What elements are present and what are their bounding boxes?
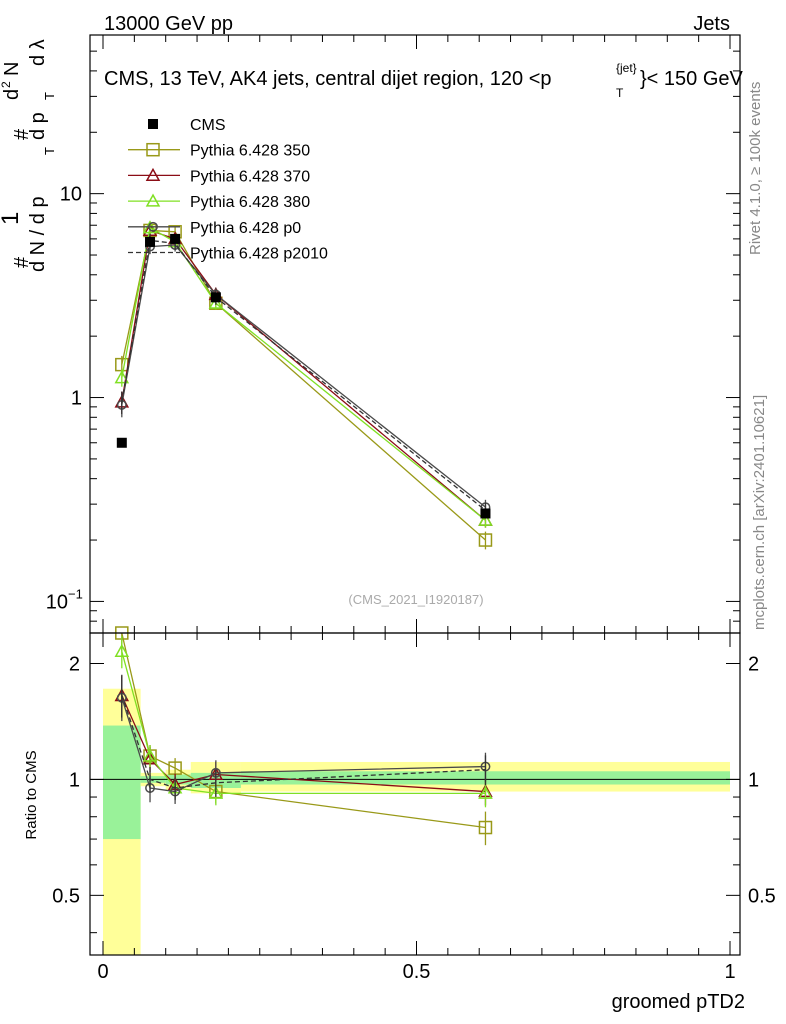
y-axis-label: # 1 d N / d p T # d p T d 2 N d λ [0, 39, 57, 272]
analysis-watermark: (CMS_2021_I1920187) [348, 592, 483, 607]
title-main: CMS, 13 TeV, AK4 jets, central dijet reg… [104, 68, 552, 90]
cms-data-point [116, 437, 127, 448]
series-line-main [121, 226, 486, 521]
legend-label-4: Pythia 6.428 p0 [190, 220, 301, 237]
cms-data-point [145, 236, 156, 247]
y-label-two: 2 [0, 81, 13, 88]
series-line-main [121, 239, 486, 511]
ratio-point [142, 748, 158, 762]
y-label-d: d [1, 89, 23, 100]
y-label-dndpt: d N / d p [27, 196, 49, 272]
legend-label-2: Pythia 6.428 370 [190, 168, 310, 185]
series-line-main [121, 229, 486, 541]
legend: CMS Pythia 6.428 350 Pythia 6.428 370 Pythi… [128, 117, 328, 263]
plot-frames [89, 34, 741, 956]
legend-label-5: Pythia 6.428 p2010 [190, 246, 328, 263]
ratio-y-tick-label: 2 [69, 653, 80, 675]
y-label-one: 1 [0, 212, 24, 225]
legend-marker-1 [146, 142, 160, 157]
legend-label-3: Pythia 6.428 380 [190, 194, 310, 211]
y-label-dpt: d p [27, 112, 49, 140]
main-y-tick-label: 10 [60, 184, 82, 206]
legend-label-1: Pythia 6.428 350 [190, 143, 310, 160]
series-point [114, 370, 130, 384]
series-point [478, 533, 493, 547]
legend-marker-4 [148, 221, 158, 232]
main-y-tick-label: 10 [46, 591, 68, 613]
cms-data-point [210, 292, 221, 303]
ratio-band-inner [103, 725, 141, 840]
legend-marker-2 [145, 167, 161, 181]
legend-label-0: CMS [190, 117, 226, 134]
mcplots-reference-label: mcplots.cern.ch [arXiv:2401.10621] [751, 395, 768, 630]
cms-data-point [480, 508, 491, 519]
y-label-dlambda: d λ [27, 39, 49, 66]
rivet-version-label: Rivet 4.1.0, ≥ 100k events [747, 82, 764, 255]
title-subscript: T [616, 86, 624, 100]
x-axis-label: groomed pTD2 [612, 991, 745, 1013]
x-tick-label: 1 [724, 961, 735, 983]
header-left: 13000 GeV pp [104, 13, 233, 35]
x-tick-label: 0 [97, 961, 108, 983]
ratio-point [478, 785, 493, 799]
cms-data-point [170, 233, 181, 244]
ratio-axis-label: Ratio to CMS [23, 750, 40, 839]
series-point [478, 512, 493, 526]
y-label-hash-1: # [11, 256, 33, 268]
main-y-tick-label: 1 [71, 388, 82, 410]
title-superscript: {jet} [616, 61, 637, 75]
legend-marker-3 [145, 193, 161, 207]
ratio-point [114, 643, 130, 657]
legend-marker-0 [148, 119, 158, 129]
ratio-point [478, 820, 493, 835]
ratio-uncertainty-bands [90, 688, 740, 955]
y-label-hash-2: # [11, 128, 33, 140]
y-label-t-1: T [42, 147, 57, 155]
header-right: Jets [693, 13, 730, 35]
ratio-y-tick-label-right: 1 [748, 769, 759, 791]
plot-title: CMS, 13 TeV, AK4 jets, central dijet reg… [104, 61, 744, 100]
main-panel-frame [89, 34, 741, 634]
ratio-y-tick-label: 0.5 [52, 885, 80, 907]
ratio-y-tick-label-right: 2 [748, 653, 759, 675]
series-point [208, 295, 224, 309]
data-series [114, 220, 493, 846]
main-y-tick-exponent: −1 [68, 586, 83, 601]
ratio-panel-frame [89, 632, 741, 956]
x-tick-label: 0.5 [403, 961, 431, 983]
series-line-ratio [121, 632, 486, 829]
ratio-point [208, 785, 224, 799]
title-end: }< 150 GeV [640, 68, 744, 90]
ratio-y-tick-label-right: 0.5 [748, 885, 776, 907]
y-label-n: N [1, 62, 23, 76]
y-label-t-2: T [42, 92, 57, 100]
ratio-y-tick-label: 1 [69, 769, 80, 791]
